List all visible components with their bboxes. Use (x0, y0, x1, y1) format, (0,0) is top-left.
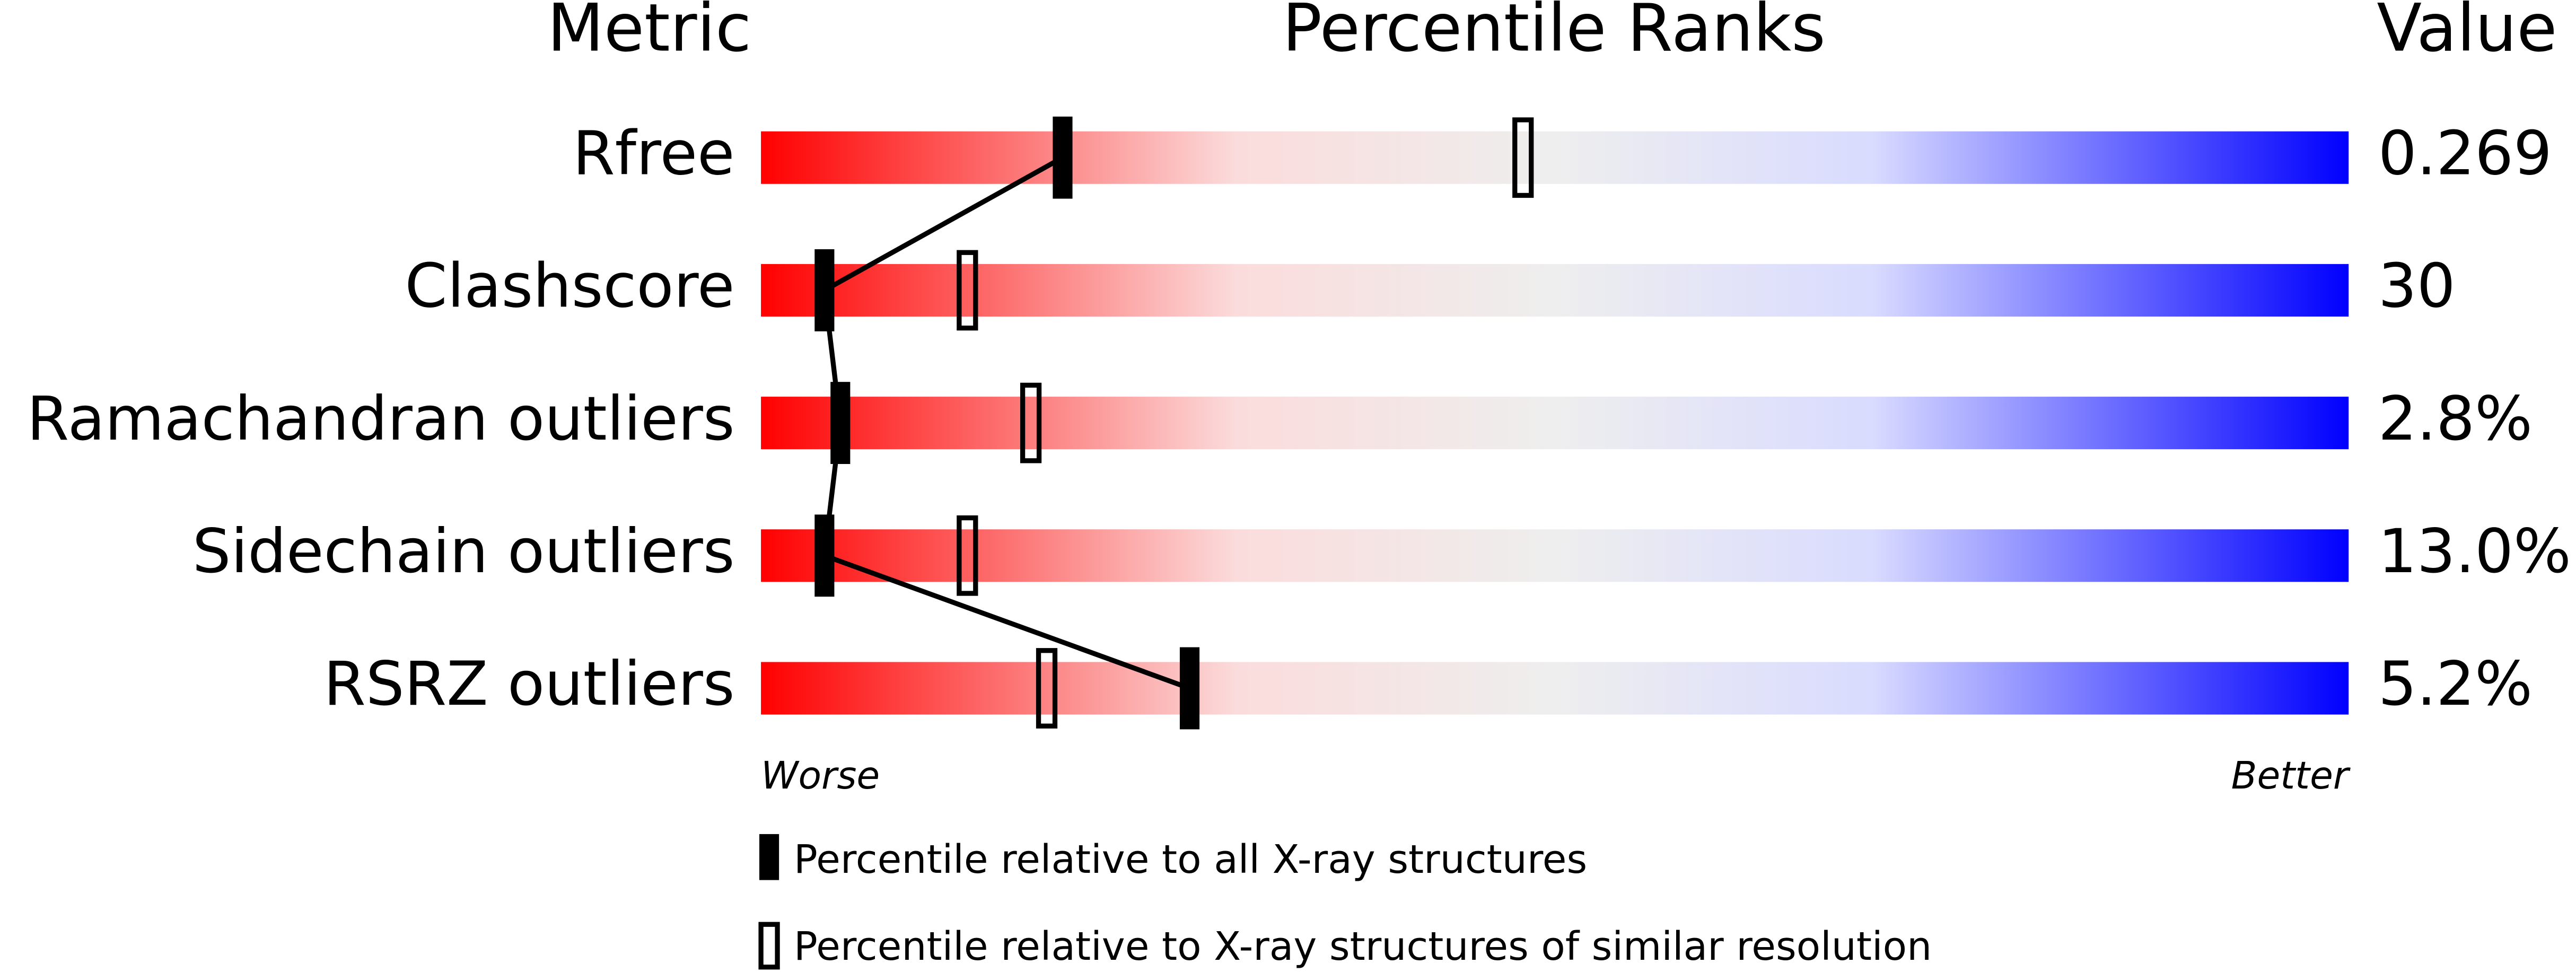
metric-label: Rfree (573, 118, 734, 189)
percentile-bar (761, 397, 2349, 450)
percentile-bar (761, 264, 2349, 317)
marker-similar (957, 515, 978, 596)
metric-value: 30 (2378, 251, 2456, 322)
metric-label: Ramachandran outliers (27, 384, 735, 454)
legend-label: Percentile relative to X-ray structures … (794, 923, 1932, 969)
legend-marker (759, 834, 779, 880)
marker-similar (957, 250, 978, 331)
marker-all (814, 514, 835, 597)
header-percentile: Percentile Ranks (1282, 0, 1825, 67)
metric-label: Clashscore (405, 251, 734, 322)
worse-label: Worse (761, 754, 880, 798)
metric-value: 2.8% (2378, 384, 2533, 454)
percentile-bar (761, 131, 2349, 184)
percentile-bar (761, 529, 2349, 582)
legend-label: Percentile relative to all X-ray structu… (794, 836, 1587, 882)
legend-marker (758, 922, 780, 970)
better-label: Better (2231, 754, 2351, 798)
marker-similar (1020, 382, 1042, 463)
marker-similar (1036, 648, 1058, 729)
metric-value: 5.2% (2378, 649, 2533, 720)
metric-value: 0.269 (2378, 118, 2552, 189)
marker-all (1053, 116, 1073, 199)
marker-all (814, 249, 835, 331)
header-value: Value (2377, 0, 2557, 67)
marker-similar (1512, 117, 1534, 198)
metric-value: 13.0% (2378, 516, 2571, 587)
percentile-bar (761, 662, 2349, 715)
header-metric: Metric (547, 0, 751, 67)
metric-label: RSRZ outliers (323, 649, 734, 720)
marker-all (1179, 647, 1200, 730)
metric-label: Sidechain outliers (192, 516, 735, 587)
marker-all (830, 382, 851, 465)
